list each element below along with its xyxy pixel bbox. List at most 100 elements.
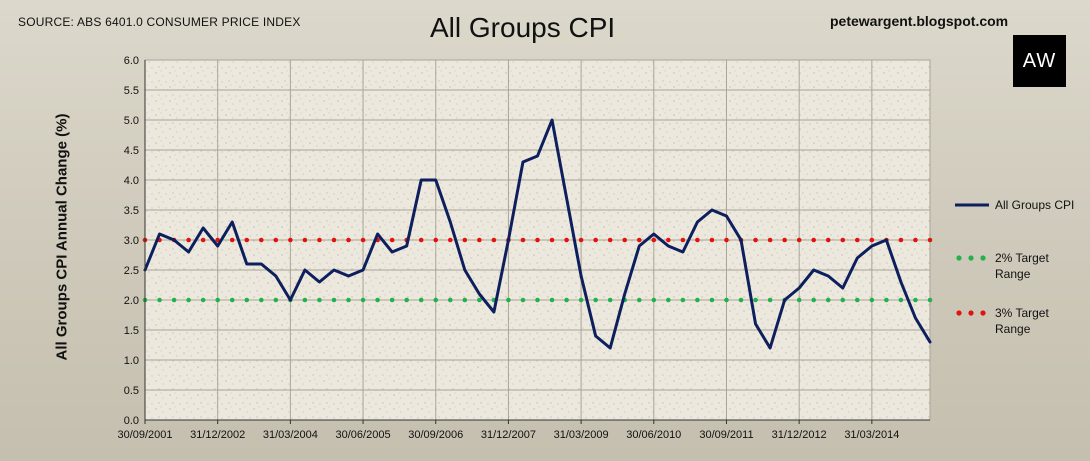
target-dot <box>549 237 555 243</box>
target-dot <box>229 297 235 303</box>
target-dot <box>593 237 598 243</box>
target-dot <box>389 237 395 243</box>
x-tick-label: 30/09/2006 <box>408 429 463 441</box>
target-dot <box>258 297 264 303</box>
target-dot <box>753 237 758 243</box>
target-dot <box>317 237 322 243</box>
target-dot <box>186 237 191 243</box>
target-dot <box>317 297 322 303</box>
target-dot <box>753 297 758 303</box>
target-dot <box>375 297 380 303</box>
target-dot <box>302 297 308 303</box>
target-dot <box>782 237 787 243</box>
y-tick-label: 1.0 <box>124 355 139 367</box>
target-dot <box>506 297 511 303</box>
legend-swatch-dot <box>980 310 986 316</box>
target-dot <box>651 237 657 243</box>
target-dot <box>709 297 715 303</box>
y-tick-label: 3.5 <box>124 205 139 217</box>
target-dot <box>884 297 889 303</box>
y-tick-label: 6.0 <box>124 55 139 67</box>
target-dot <box>855 297 860 303</box>
target-dot <box>825 297 831 303</box>
target-dot <box>520 237 526 243</box>
target-dot <box>636 297 642 303</box>
target-dot <box>302 237 308 243</box>
x-tick-label: 31/12/2007 <box>481 429 536 441</box>
source-note: SOURCE: ABS 6401.0 CONSUMER PRICE INDEX <box>18 15 301 29</box>
target-dot <box>913 237 918 243</box>
axes: 0.0 0.5 1.0 1.5 2.0 2.5 3.0 3.5 4.0 4.5 5.0 5.5 6.0 3… <box>117 55 930 441</box>
legend-item: 2% Target Range <box>956 251 1049 281</box>
series-lines <box>143 118 932 350</box>
legend-label: 3% Target Range <box>995 306 1049 336</box>
x-tick-label: 31/03/2004 <box>263 429 318 441</box>
target-dot <box>825 237 831 243</box>
x-tick-label: 30/09/2001 <box>117 429 172 441</box>
target-dot <box>549 297 555 303</box>
target-dot <box>927 237 933 243</box>
target-dot <box>607 237 613 243</box>
target-dot <box>840 237 846 243</box>
target-dot <box>666 297 671 303</box>
target-dot <box>767 237 773 243</box>
legend-item: All Groups CPI <box>955 198 1074 212</box>
target-dot <box>433 297 439 303</box>
y-tick-label: 2.0 <box>124 295 139 307</box>
y-tick-label: 4.5 <box>124 145 139 157</box>
target-dot <box>535 237 540 243</box>
target-dot <box>680 237 686 243</box>
target-dot <box>433 237 439 243</box>
target-dot <box>418 237 424 243</box>
target-dot <box>331 237 337 243</box>
y-tick-label: 0.0 <box>124 415 139 427</box>
y-tick-label: 5.5 <box>124 85 139 97</box>
target-dot <box>796 237 802 243</box>
target-dot <box>477 237 482 243</box>
target-dot <box>622 237 628 243</box>
legend-swatch-dot <box>956 310 962 316</box>
target-dot <box>869 297 875 303</box>
x-tick-label: 30/06/2005 <box>336 429 391 441</box>
target-dot <box>404 297 409 303</box>
legend-label: All Groups CPI <box>995 198 1074 212</box>
target-2pct-line <box>142 297 933 303</box>
target-dot <box>811 237 817 243</box>
target-dot <box>607 297 613 303</box>
target-dot <box>346 237 351 243</box>
target-dot <box>724 297 729 303</box>
target-dot <box>215 297 220 303</box>
target-dot <box>535 297 540 303</box>
x-tick-label: 31/12/2012 <box>772 429 827 441</box>
target-dot <box>709 237 715 243</box>
target-dot <box>331 297 337 303</box>
target-dot <box>564 297 569 303</box>
target-dot <box>171 297 177 303</box>
target-dot <box>491 237 497 243</box>
target-dot <box>258 237 264 243</box>
x-tick-label: 30/06/2010 <box>626 429 681 441</box>
target-dot <box>360 237 366 243</box>
target-dot <box>215 237 220 243</box>
x-tick-label: 31/12/2002 <box>190 429 245 441</box>
target-dot <box>288 237 293 243</box>
target-dot <box>186 297 191 303</box>
target-dot <box>840 297 846 303</box>
y-tick-label: 0.5 <box>124 385 139 397</box>
y-tick-label: 2.5 <box>124 265 139 277</box>
x-tick-label: 31/03/2014 <box>844 429 899 441</box>
target-dot <box>462 237 468 243</box>
target-dot <box>636 237 642 243</box>
legend: All Groups CPI 2% Target Range 3% Target Ran… <box>955 198 1074 336</box>
legend-label: 2% Target Range <box>995 251 1049 281</box>
target-dot <box>273 237 279 243</box>
target-dot <box>666 237 671 243</box>
target-dot <box>200 237 206 243</box>
target-dot <box>695 237 700 243</box>
target-dot <box>477 297 482 303</box>
target-dot <box>578 297 584 303</box>
blog-url: petewargent.blogspot.com <box>830 13 1009 29</box>
target-dot <box>898 237 904 243</box>
